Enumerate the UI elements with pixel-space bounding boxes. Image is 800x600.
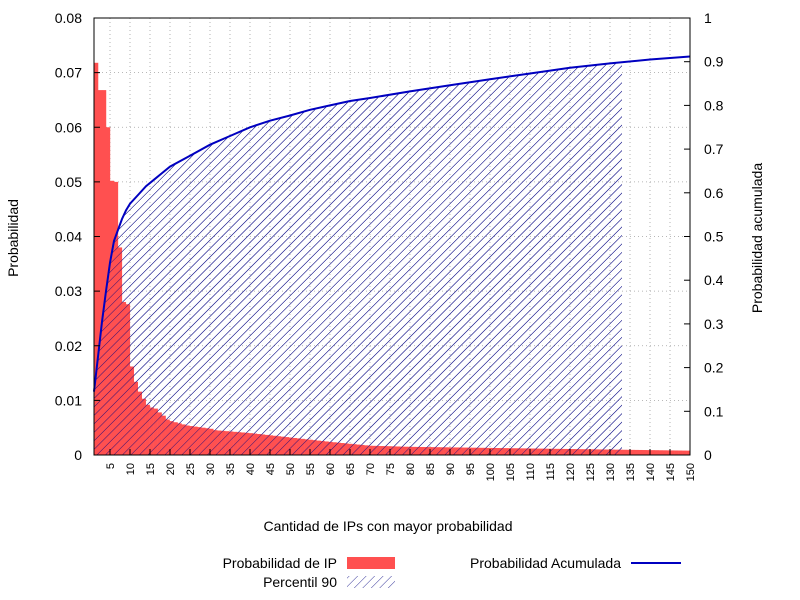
y2-axis-ticks: 0 0.1 0.2 0.3 0.4 0.5 0.6 0.7 0.8 0.9 1 <box>684 10 724 463</box>
x-tick-label: 120 <box>565 463 577 481</box>
bar <box>670 450 675 455</box>
bar <box>638 449 643 455</box>
legend-bars-label: Probabilidad de IP <box>223 555 337 571</box>
x-tick-label: 55 <box>305 463 317 475</box>
y2-tick-label: 0.2 <box>704 360 724 376</box>
legend-percentile-label: Percentil 90 <box>263 574 337 590</box>
bar <box>630 449 635 455</box>
y-tick-label: 0.04 <box>55 229 82 245</box>
y2-tick-label: 0.3 <box>704 316 724 332</box>
y2-tick-label: 0.8 <box>704 97 724 113</box>
y2-axis-label: Probabilidad acumulada <box>749 163 765 313</box>
x-tick-label: 110 <box>525 463 537 481</box>
bar <box>97 90 103 456</box>
bar <box>101 90 107 456</box>
bar <box>642 450 647 455</box>
x-tick-label: 20 <box>165 463 177 475</box>
bar <box>646 450 651 455</box>
legend-percentile-swatch <box>347 576 395 588</box>
x-tick-label: 105 <box>505 463 517 481</box>
y-tick-label: 0.03 <box>55 283 82 299</box>
y2-tick-label: 0.6 <box>704 185 724 201</box>
y2-tick-label: 0.7 <box>704 141 724 157</box>
x-tick-label: 70 <box>365 463 377 475</box>
bar <box>686 450 691 455</box>
x-tick-label: 5 <box>105 463 117 469</box>
x-axis-label: Cantidad de IPs con mayor probabilidad <box>263 518 512 534</box>
probability-bars <box>94 62 691 456</box>
bar <box>678 450 683 455</box>
y2-tick-label: 0.9 <box>704 54 724 70</box>
x-tick-label: 45 <box>265 463 277 475</box>
x-axis-ticks: 5 10 15 20 25 30 35 40 45 50 55 60 65 70 75 80 85 90 95 100… <box>105 449 697 481</box>
y2-tick-label: 0.4 <box>704 272 724 288</box>
bar <box>682 450 687 455</box>
x-tick-label: 90 <box>445 463 457 475</box>
x-tick-label: 35 <box>225 463 237 475</box>
y-axis-label: Probabilidad <box>5 199 21 277</box>
x-tick-label: 150 <box>685 463 697 481</box>
bar <box>626 449 631 455</box>
legend-cumulative-label: Probabilidad Acumulada <box>470 555 621 571</box>
percentile-90-overlay <box>94 62 622 456</box>
x-tick-label: 115 <box>545 463 557 481</box>
bar <box>650 450 655 455</box>
y-tick-label: 0.06 <box>55 119 82 135</box>
y2-tick-label: 0.1 <box>704 403 724 419</box>
bar <box>666 450 671 455</box>
y-tick-label: 0.07 <box>55 65 82 81</box>
y-tick-label: 0.01 <box>55 392 82 408</box>
bar <box>674 450 679 455</box>
bar <box>634 449 639 455</box>
y2-tick-label: 0.5 <box>704 229 724 245</box>
legend: Probabilidad de IP Percentil 90 Probabil… <box>223 555 681 590</box>
x-tick-label: 65 <box>345 463 357 475</box>
x-tick-label: 130 <box>605 463 617 481</box>
x-tick-label: 60 <box>325 463 337 475</box>
x-tick-label: 145 <box>665 463 677 481</box>
y-tick-label: 0.05 <box>55 174 82 190</box>
y-tick-label: 0.08 <box>55 10 82 26</box>
cumulative-series-line <box>93 55 691 392</box>
x-tick-label: 140 <box>645 463 657 481</box>
x-tick-label: 50 <box>285 463 297 475</box>
y2-tick-label: 1 <box>704 10 712 26</box>
bar <box>94 62 99 455</box>
cumulative-line <box>93 55 691 392</box>
legend-bars-swatch <box>347 557 395 569</box>
x-tick-label: 25 <box>185 463 197 475</box>
x-tick-label: 80 <box>405 463 417 475</box>
bar <box>622 449 627 455</box>
y-tick-label: 0 <box>74 447 82 463</box>
bar <box>662 450 667 455</box>
x-tick-label: 95 <box>465 463 477 475</box>
x-tick-label: 125 <box>585 463 597 481</box>
y-axis-ticks: 0 0.01 0.02 0.03 0.04 0.05 0.06 0.07 0.08 <box>55 10 100 463</box>
x-tick-label: 75 <box>385 463 397 475</box>
x-tick-label: 40 <box>245 463 257 475</box>
x-tick-label: 100 <box>485 463 497 481</box>
bar <box>658 450 663 455</box>
x-tick-label: 10 <box>125 463 137 475</box>
bar <box>654 450 659 455</box>
y2-tick-label: 0 <box>704 447 712 463</box>
x-tick-label: 30 <box>205 463 217 475</box>
x-tick-label: 15 <box>145 463 157 475</box>
x-tick-label: 85 <box>425 463 437 475</box>
y-tick-label: 0.02 <box>55 338 82 354</box>
x-tick-label: 135 <box>625 463 637 481</box>
